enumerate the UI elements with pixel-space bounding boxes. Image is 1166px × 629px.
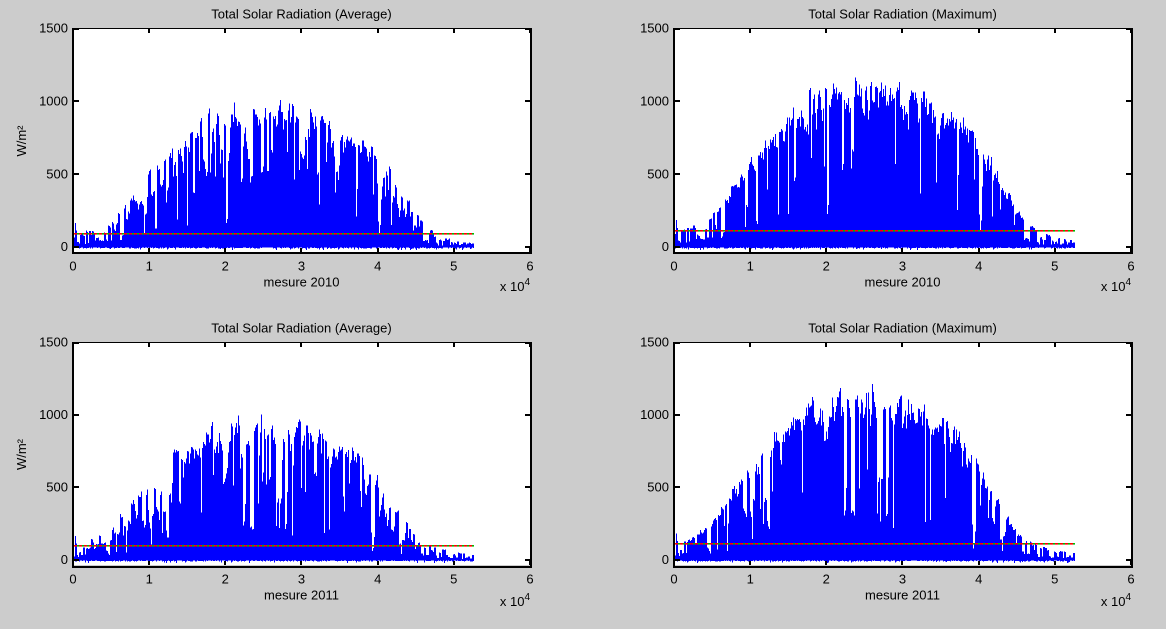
svg-text:6: 6 bbox=[1127, 259, 1134, 274]
svg-text:2: 2 bbox=[222, 572, 229, 587]
svg-text:6: 6 bbox=[526, 259, 533, 274]
svg-text:x 104: x 104 bbox=[1101, 592, 1132, 609]
svg-text:4: 4 bbox=[975, 259, 982, 274]
svg-text:0: 0 bbox=[662, 552, 669, 567]
svg-text:x 104: x 104 bbox=[500, 277, 531, 294]
svg-text:500: 500 bbox=[647, 166, 669, 181]
svg-text:6: 6 bbox=[526, 572, 533, 587]
svg-text:0: 0 bbox=[69, 572, 76, 587]
svg-text:mesure 2011: mesure 2011 bbox=[865, 588, 940, 603]
svg-text:mesure 2010: mesure 2010 bbox=[264, 275, 340, 290]
svg-text:4: 4 bbox=[975, 572, 982, 587]
svg-text:1000: 1000 bbox=[640, 93, 669, 108]
svg-text:5: 5 bbox=[1051, 572, 1058, 587]
svg-text:mesure 2011: mesure 2011 bbox=[264, 588, 339, 603]
svg-text:1000: 1000 bbox=[640, 407, 669, 422]
svg-text:1500: 1500 bbox=[640, 21, 669, 36]
svg-text:500: 500 bbox=[46, 480, 68, 495]
svg-text:0: 0 bbox=[61, 552, 68, 567]
svg-text:W/m²: W/m² bbox=[14, 125, 29, 157]
svg-text:0: 0 bbox=[662, 239, 669, 254]
svg-text:2: 2 bbox=[222, 259, 229, 274]
svg-text:0: 0 bbox=[670, 259, 677, 274]
svg-text:1: 1 bbox=[747, 259, 754, 274]
svg-text:1500: 1500 bbox=[640, 335, 669, 350]
svg-text:1500: 1500 bbox=[39, 21, 68, 36]
svg-text:5: 5 bbox=[450, 572, 457, 587]
svg-text:1000: 1000 bbox=[39, 93, 68, 108]
svg-text:W/m²: W/m² bbox=[14, 438, 29, 470]
svg-text:2: 2 bbox=[823, 572, 830, 587]
svg-text:0: 0 bbox=[670, 572, 677, 587]
svg-text:x 104: x 104 bbox=[500, 592, 531, 609]
svg-text:6: 6 bbox=[1127, 572, 1134, 587]
svg-text:5: 5 bbox=[1051, 259, 1058, 274]
svg-text:4: 4 bbox=[374, 572, 381, 587]
svg-text:0: 0 bbox=[61, 239, 68, 254]
svg-text:5: 5 bbox=[450, 259, 457, 274]
svg-text:3: 3 bbox=[298, 259, 305, 274]
svg-text:x 104: x 104 bbox=[1101, 277, 1132, 294]
svg-text:Total Solar Radiation (Average: Total Solar Radiation (Average) bbox=[211, 7, 391, 22]
svg-text:1: 1 bbox=[747, 572, 754, 587]
svg-text:1: 1 bbox=[146, 572, 153, 587]
svg-text:1000: 1000 bbox=[39, 407, 68, 422]
svg-text:3: 3 bbox=[298, 572, 305, 587]
svg-text:0: 0 bbox=[69, 259, 76, 274]
svg-text:2: 2 bbox=[823, 259, 830, 274]
svg-text:Total Solar Radiation (Average: Total Solar Radiation (Average) bbox=[211, 321, 391, 336]
svg-text:1: 1 bbox=[146, 259, 153, 274]
svg-text:Total Solar Radiation (Maximum: Total Solar Radiation (Maximum) bbox=[808, 7, 997, 22]
svg-text:500: 500 bbox=[647, 480, 669, 495]
svg-text:500: 500 bbox=[46, 166, 68, 181]
svg-text:3: 3 bbox=[899, 259, 906, 274]
svg-text:4: 4 bbox=[374, 259, 381, 274]
svg-text:mesure 2010: mesure 2010 bbox=[865, 275, 941, 290]
svg-text:3: 3 bbox=[899, 572, 906, 587]
svg-text:1500: 1500 bbox=[39, 335, 68, 350]
svg-text:Total Solar Radiation (Maximum: Total Solar Radiation (Maximum) bbox=[808, 321, 997, 336]
